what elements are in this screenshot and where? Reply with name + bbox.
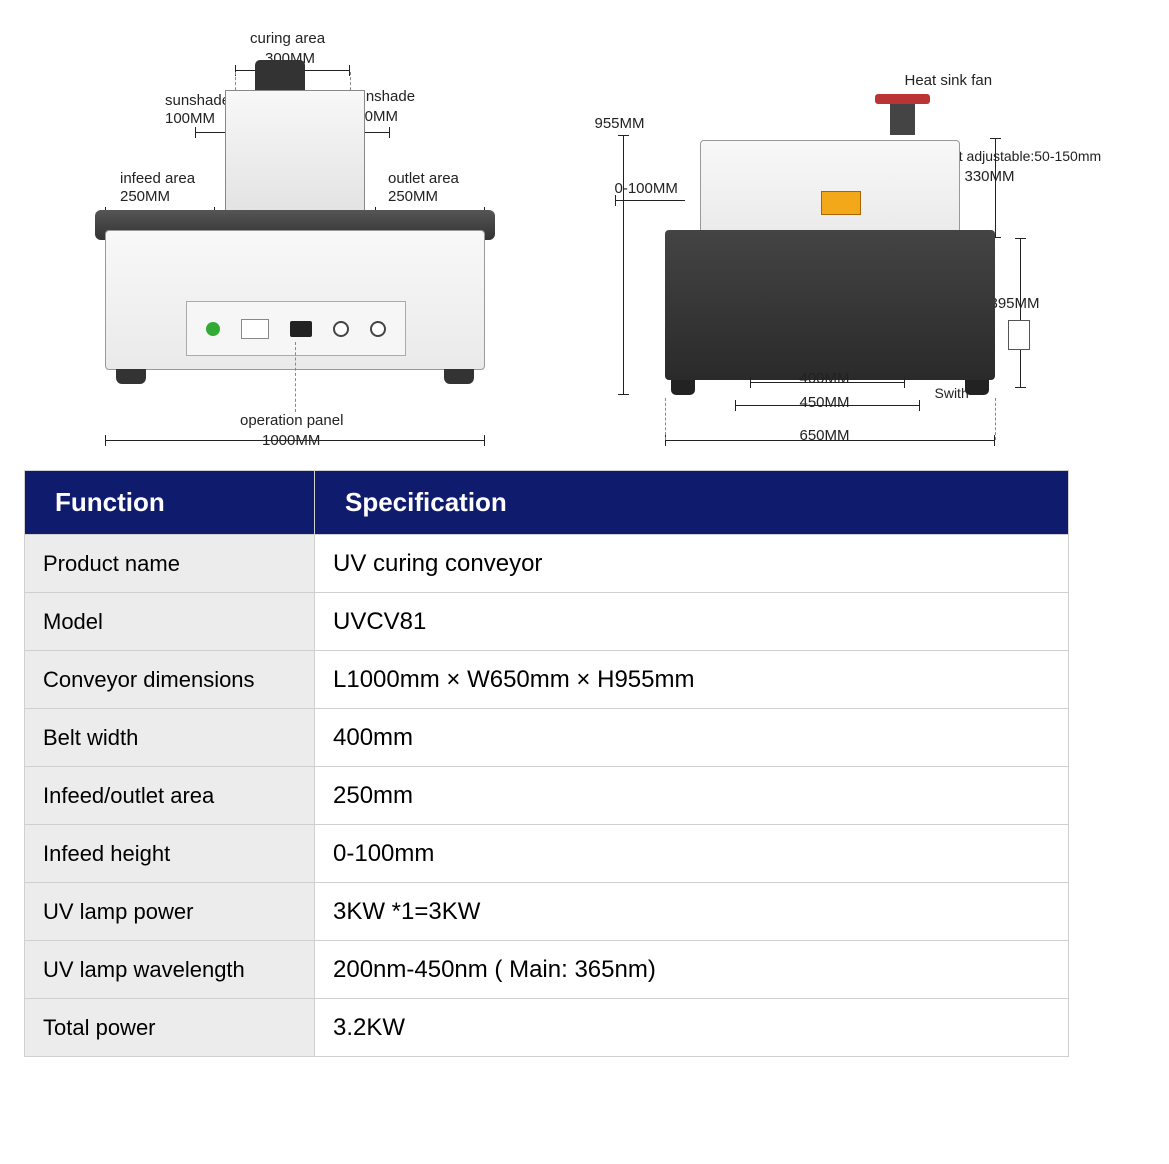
power-indicator-icon [206,322,220,336]
base-dim: 650MM [800,427,850,444]
table-row: Total power3.2KW [25,999,1069,1057]
dash-line [665,398,666,440]
spec-val-cell: 250mm [315,767,1069,825]
operation-panel [186,301,406,356]
height-dim: 955MM [595,115,645,132]
dash-line [295,342,296,412]
spec-fn-cell: Model [25,593,315,651]
table-header-function: Function [25,471,315,535]
outlet-area-label: outlet area [388,170,459,187]
dash-line [995,398,996,440]
table-row: Belt width400mm [25,709,1069,767]
machine-front [665,110,995,400]
spec-table-body: Product nameUV curing conveyorModelUVCV8… [25,535,1069,1057]
spec-val-cell: L1000mm × W650mm × H955mm [315,651,1069,709]
table-row: Infeed/outlet area250mm [25,767,1069,825]
spec-val-cell: 200nm-450nm ( Main: 365nm) [315,941,1069,999]
spec-fn-cell: Conveyor dimensions [25,651,315,709]
fan-duct [890,100,915,135]
spec-fn-cell: Total power [25,999,315,1057]
belt-dim: 400MM [800,370,850,387]
switch-box [1008,320,1030,350]
machine-foot [116,369,146,384]
infeed-area-dim: 250MM [120,188,170,205]
dial-icon [370,321,386,337]
infeed-area-label: infeed area [120,170,195,187]
spec-fn-cell: UV lamp power [25,883,315,941]
spec-val-cell: UV curing conveyor [315,535,1069,593]
lower-dim: 395MM [990,295,1040,312]
table-row: UV lamp power3KW *1=3KW [25,883,1069,941]
heat-sink-label: Heat sink fan [905,72,993,89]
warning-label-icon [821,191,861,215]
spec-val-cell: 400mm [315,709,1069,767]
heat-sink-fan [875,100,930,145]
spec-val-cell: UVCV81 [315,593,1069,651]
table-row: Conveyor dimensionsL1000mm × W650mm × H9… [25,651,1069,709]
spec-fn-cell: UV lamp wavelength [25,941,315,999]
operation-panel-label: operation panel [240,412,343,429]
length-dim: 1000MM [262,432,320,449]
spec-table: Function Specification Product nameUV cu… [24,470,1069,1057]
outlet-area-dim: 250MM [388,188,438,205]
spec-fn-cell: Infeed height [25,825,315,883]
dial-icon [333,321,349,337]
table-row: Product nameUV curing conveyor [25,535,1069,593]
table-row: Infeed height0-100mm [25,825,1069,883]
mid-dim: 450MM [800,394,850,411]
dim-line [995,138,996,238]
uv-housing [225,90,365,230]
spec-val-cell: 0-100mm [315,825,1069,883]
diagram-front-view: Heat sink fan 955MM 0-100MM height adjus… [595,20,1150,460]
machine-foot [671,380,695,395]
sunshade-left-label: sunshade [165,92,230,109]
gauge-icon [241,319,269,339]
spec-fn-cell: Belt width [25,709,315,767]
diagram-side-view: curing area 300MM sunshade 100MM sunshad… [20,20,575,460]
socket-icon [290,321,312,337]
dim-line [1020,238,1021,388]
sunshade-left-dim: 100MM [165,110,215,127]
table-header-specification: Specification [315,471,1069,535]
spec-fn-cell: Infeed/outlet area [25,767,315,825]
table-row: UV lamp wavelength200nm-450nm ( Main: 36… [25,941,1069,999]
fan-cap [875,94,930,104]
switch-label: Swith [935,385,969,401]
base-housing [665,230,995,380]
machine-foot [444,369,474,384]
spec-val-cell: 3KW *1=3KW [315,883,1069,941]
curing-area-label: curing area [250,30,325,47]
spec-val-cell: 3.2KW [315,999,1069,1057]
spec-fn-cell: Product name [25,535,315,593]
dim-line [623,135,624,395]
table-row: ModelUVCV81 [25,593,1069,651]
diagram-area: curing area 300MM sunshade 100MM sunshad… [0,0,1169,470]
